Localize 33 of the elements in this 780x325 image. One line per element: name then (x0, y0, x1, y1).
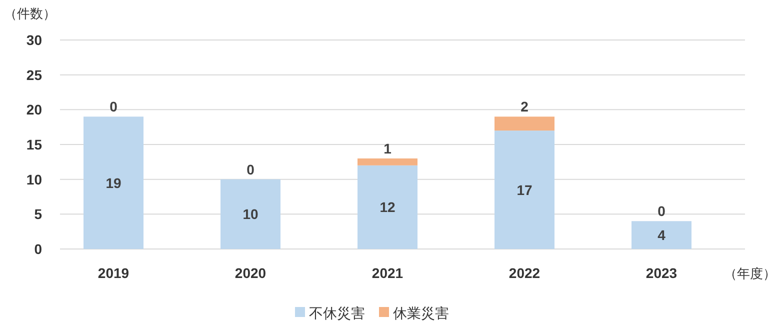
x-tick-label: 2019 (98, 265, 130, 281)
bar (358, 158, 418, 166)
x-tick-label: 2023 (646, 265, 678, 281)
y-tick-label: 25 (26, 66, 42, 83)
x-tick-label: 2022 (508, 265, 540, 281)
data-label: 19 (106, 174, 122, 191)
legend-label: 不休災害 (309, 305, 365, 321)
y-tick-label: 15 (26, 136, 42, 152)
x-tick-label: 2021 (372, 265, 404, 281)
data-label: 17 (516, 182, 532, 198)
x-axis-title: （年度） (724, 266, 776, 281)
data-label: 2 (520, 98, 529, 115)
data-label: 0 (246, 161, 255, 178)
bar (358, 165, 418, 249)
y-tick-label: 5 (34, 206, 42, 222)
bar (632, 221, 692, 249)
y-axis-title: （件数） (4, 6, 56, 21)
data-label: 10 (242, 206, 258, 222)
data-label: 1 (384, 140, 392, 156)
bar (84, 116, 144, 249)
y-tick-label: 10 (26, 171, 42, 188)
bar (220, 179, 280, 249)
data-label: 0 (658, 203, 666, 220)
y-tick-label: 20 (26, 102, 42, 118)
bar (494, 116, 554, 131)
legend-label: 休業災害 (393, 305, 449, 321)
y-tick-label: 30 (26, 32, 42, 48)
data-label: 12 (380, 199, 396, 216)
data-label: 0 (110, 98, 118, 115)
x-tick-label: 2020 (234, 265, 266, 281)
data-label: 4 (658, 227, 666, 244)
bar (494, 130, 554, 249)
y-tick-label: 0 (34, 241, 42, 257)
